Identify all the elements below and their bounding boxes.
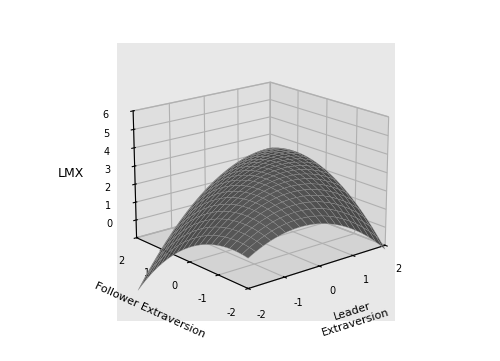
Y-axis label: Follower Extraversion: Follower Extraversion bbox=[92, 280, 206, 340]
X-axis label: Leader
Extraversion: Leader Extraversion bbox=[317, 296, 390, 338]
